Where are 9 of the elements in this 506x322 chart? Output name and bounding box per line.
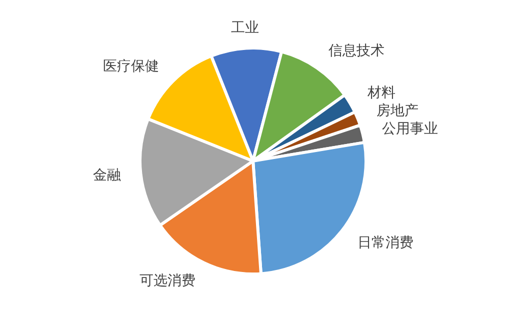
slice-label: 信息技术 [328, 42, 384, 58]
slice-label: 医疗保健 [103, 58, 160, 74]
slice-label: 金融 [92, 166, 121, 183]
slice-label: 公用事业 [382, 120, 438, 136]
slice-label: 房地产 [376, 102, 418, 118]
slice-label: 材料 [366, 84, 396, 100]
slice-label: 日常消费 [357, 234, 414, 250]
slice-label: 可选消费 [139, 272, 196, 288]
slice-label: 工业 [230, 19, 259, 36]
